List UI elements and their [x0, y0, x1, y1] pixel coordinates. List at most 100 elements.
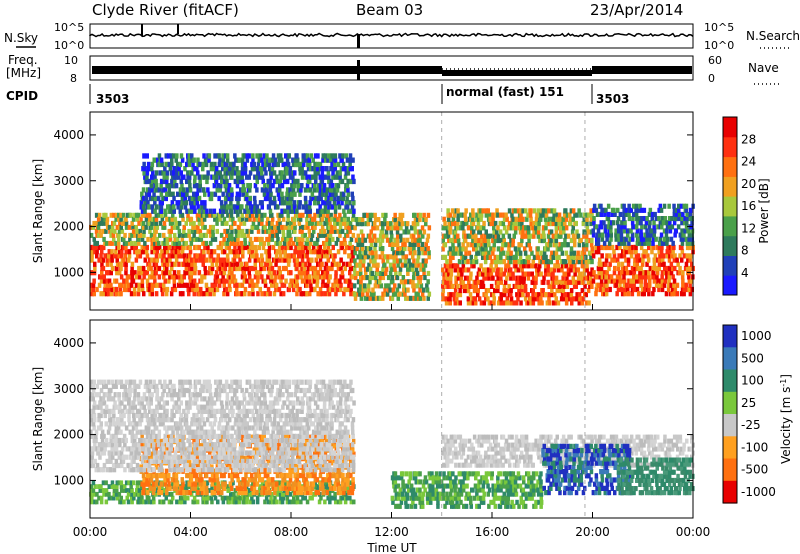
- echo-cell: [526, 212, 530, 218]
- echo-cell: [217, 161, 222, 168]
- echo-cell: [165, 265, 169, 272]
- echo-cell: [195, 191, 199, 197]
- echo-cell: [447, 237, 451, 244]
- echo-cell: [190, 153, 194, 159]
- echo-cell: [185, 208, 189, 214]
- echo-cell: [448, 225, 453, 231]
- echo-cell: [654, 216, 659, 222]
- echo-cell: [585, 263, 589, 269]
- echo-cell: [169, 291, 174, 297]
- echo-cell: [219, 183, 223, 189]
- echo-cell: [155, 236, 159, 242]
- echo-cell: [192, 257, 197, 263]
- echo-cell: [245, 261, 249, 267]
- echo-cell: [401, 279, 405, 285]
- echo-cell: [450, 208, 455, 214]
- echo-cell: [301, 291, 305, 297]
- echo-cell: [187, 481, 191, 487]
- echo-cell: [562, 229, 566, 235]
- echo-cell: [610, 244, 615, 251]
- echo-cell: [342, 291, 346, 297]
- echo-cell: [115, 212, 119, 218]
- echo-cell: [170, 220, 175, 226]
- echo-cell: [392, 262, 396, 268]
- echo-cell: [660, 270, 665, 276]
- echo-cell: [604, 232, 609, 238]
- echo-cell: [634, 224, 639, 230]
- echo-cell: [191, 481, 195, 487]
- echo-cell: [528, 246, 533, 252]
- echo-cell: [590, 212, 594, 218]
- echo-cell: [469, 212, 473, 218]
- echo-cell: [227, 464, 232, 470]
- echo-cell: [567, 271, 571, 277]
- echo-cell: [321, 278, 325, 284]
- echo-cell: [150, 451, 154, 457]
- echo-cell: [632, 224, 636, 230]
- echo-cell: [427, 225, 432, 231]
- echo-cell: [313, 200, 317, 206]
- echo-cell: [306, 224, 310, 230]
- echo-cell: [463, 216, 468, 222]
- echo-cell: [564, 271, 568, 277]
- echo-cell: [381, 295, 385, 301]
- echo-cell: [146, 166, 150, 172]
- echo-cell: [648, 265, 653, 272]
- echo-cell: [399, 233, 403, 239]
- echo-cell: [479, 300, 484, 306]
- echo-cell: [314, 178, 318, 185]
- echo-cell: [303, 495, 307, 501]
- freq-tick-bottom: 8: [70, 72, 77, 85]
- echo-cell: [154, 216, 159, 222]
- echo-cell: [241, 191, 245, 197]
- echo-cell: [467, 250, 472, 256]
- echo-cell: [232, 472, 237, 479]
- echo-cell: [386, 225, 390, 231]
- echo-cell: [153, 200, 157, 206]
- echo-cell: [631, 278, 636, 284]
- echo-cell: [408, 250, 413, 256]
- echo-cell: [288, 187, 292, 193]
- echo-cell: [107, 286, 112, 293]
- echo-cell: [94, 228, 99, 234]
- echo-cell: [354, 237, 359, 243]
- echo-cell: [193, 485, 197, 491]
- echo-cell: [215, 472, 219, 479]
- echo-cell: [240, 282, 245, 288]
- echo-cell: [317, 499, 322, 505]
- echo-cell: [326, 495, 330, 501]
- echo-cell: [463, 237, 468, 244]
- echo-cell: [537, 271, 541, 277]
- echo-cell: [159, 157, 164, 163]
- echo-cell: [305, 274, 309, 280]
- echo-cell: [265, 187, 269, 193]
- echo-cell: [507, 288, 511, 294]
- echo-cell: [180, 183, 184, 189]
- echo-cell: [502, 271, 507, 277]
- echo-cell: [554, 300, 559, 306]
- echo-cell: [484, 288, 489, 294]
- echo-cell: [403, 291, 407, 297]
- echo-cell: [222, 249, 227, 255]
- echo-cell: [150, 166, 154, 172]
- echo-cell: [569, 279, 574, 285]
- echo-cell: [165, 178, 169, 185]
- echo-cell: [197, 270, 202, 276]
- echo-cell: [182, 240, 186, 246]
- echo-cell: [162, 240, 167, 246]
- echo-cell: [237, 191, 242, 197]
- echo-cell: [253, 244, 258, 251]
- echo-cell: [328, 286, 333, 293]
- echo-cell: [256, 228, 261, 234]
- echo-cell: [320, 170, 325, 176]
- echo-cell: [244, 472, 248, 479]
- echo-cell: [194, 257, 199, 263]
- echo-cell: [451, 220, 455, 227]
- echo-cell: [192, 183, 197, 189]
- echo-cell: [239, 187, 243, 193]
- echo-cell: [154, 253, 159, 259]
- echo-cell: [313, 187, 317, 193]
- echo-cell: [418, 295, 423, 301]
- echo-cell: [546, 233, 551, 239]
- echo-cell: [260, 261, 264, 267]
